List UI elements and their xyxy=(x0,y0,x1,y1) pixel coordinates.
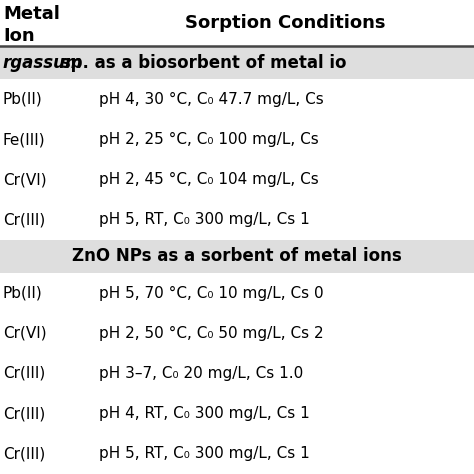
Text: Cr(VI): Cr(VI) xyxy=(3,326,46,341)
Bar xyxy=(0,273,474,313)
Bar xyxy=(0,240,474,273)
Text: rgassum: rgassum xyxy=(2,54,82,72)
Text: Cr(III): Cr(III) xyxy=(3,212,45,228)
Text: Metal: Metal xyxy=(3,5,60,23)
Text: pH 2, 50 °C, C₀ 50 mg/L, Cs 2: pH 2, 50 °C, C₀ 50 mg/L, Cs 2 xyxy=(99,326,324,341)
Text: pH 2, 45 °C, C₀ 104 mg/L, Cs: pH 2, 45 °C, C₀ 104 mg/L, Cs xyxy=(99,172,319,187)
Bar xyxy=(0,79,474,119)
Text: Pb(II): Pb(II) xyxy=(3,285,43,301)
Text: Cr(III): Cr(III) xyxy=(3,447,45,461)
Bar xyxy=(0,434,474,474)
Text: Ion: Ion xyxy=(3,27,35,45)
Bar xyxy=(0,119,474,160)
Bar xyxy=(0,393,474,434)
Text: pH 2, 25 °C, C₀ 100 mg/L, Cs: pH 2, 25 °C, C₀ 100 mg/L, Cs xyxy=(99,132,319,147)
Text: ZnO NPs as a sorbent of metal ions: ZnO NPs as a sorbent of metal ions xyxy=(72,247,402,265)
Bar xyxy=(0,160,474,200)
Text: pH 4, RT, C₀ 300 mg/L, Cs 1: pH 4, RT, C₀ 300 mg/L, Cs 1 xyxy=(99,406,310,421)
Text: pH 3–7, C₀ 20 mg/L, Cs 1.0: pH 3–7, C₀ 20 mg/L, Cs 1.0 xyxy=(99,366,303,381)
Bar xyxy=(0,0,474,46)
Bar xyxy=(0,200,474,240)
Text: Sorption Conditions: Sorption Conditions xyxy=(185,14,386,32)
Bar xyxy=(0,46,474,79)
Text: pH 5, RT, C₀ 300 mg/L, Cs 1: pH 5, RT, C₀ 300 mg/L, Cs 1 xyxy=(99,212,310,228)
Text: sp. as a biosorbent of metal io: sp. as a biosorbent of metal io xyxy=(55,54,346,72)
Text: Cr(III): Cr(III) xyxy=(3,406,45,421)
Text: Pb(II): Pb(II) xyxy=(3,92,43,107)
Text: pH 5, RT, C₀ 300 mg/L, Cs 1: pH 5, RT, C₀ 300 mg/L, Cs 1 xyxy=(99,447,310,461)
Bar xyxy=(0,313,474,354)
Bar xyxy=(0,354,474,393)
Text: pH 4, 30 °C, C₀ 47.7 mg/L, Cs: pH 4, 30 °C, C₀ 47.7 mg/L, Cs xyxy=(99,92,324,107)
Text: Cr(VI): Cr(VI) xyxy=(3,172,46,187)
Text: Fe(III): Fe(III) xyxy=(3,132,46,147)
Text: Cr(III): Cr(III) xyxy=(3,366,45,381)
Text: pH 5, 70 °C, C₀ 10 mg/L, Cs 0: pH 5, 70 °C, C₀ 10 mg/L, Cs 0 xyxy=(99,285,324,301)
